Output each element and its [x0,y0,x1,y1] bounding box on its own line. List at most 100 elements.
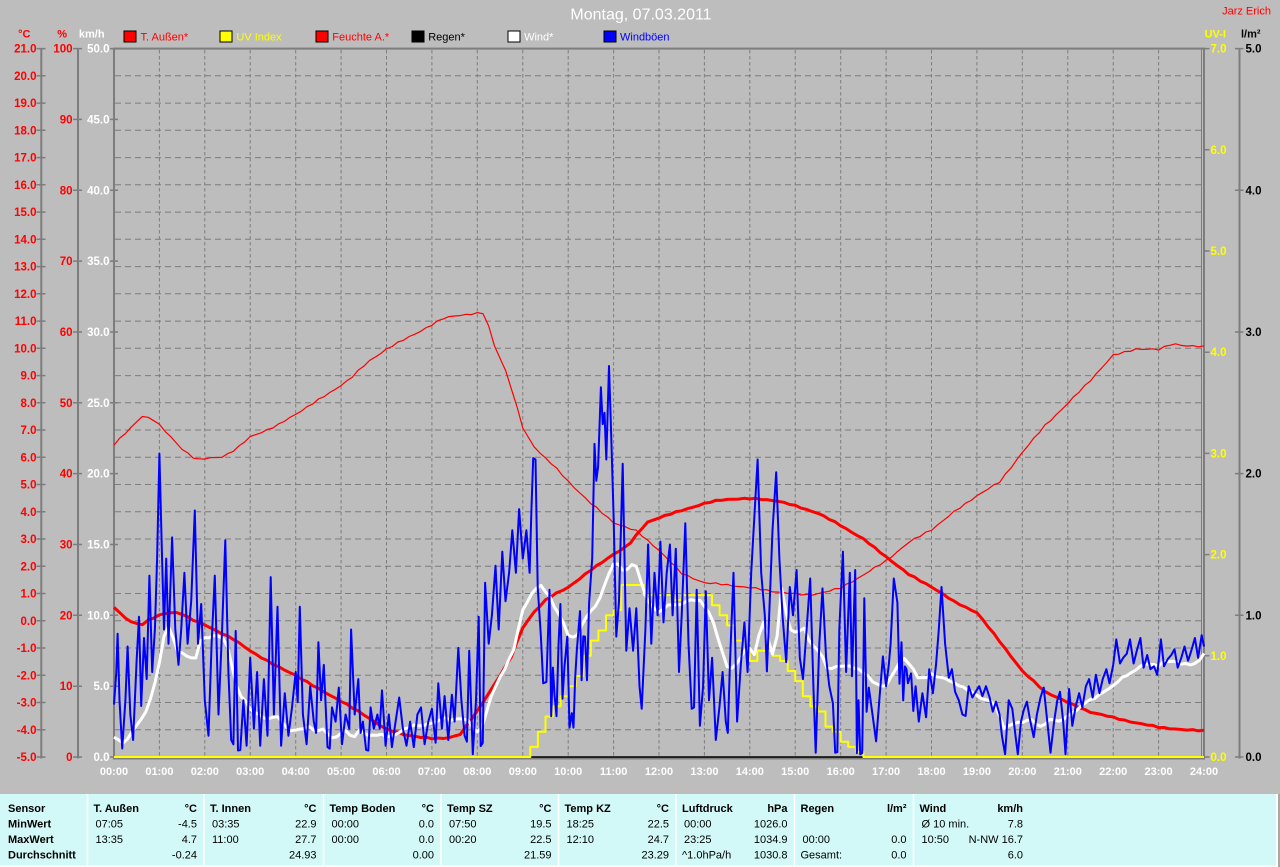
svg-text:00:00: 00:00 [332,834,360,846]
svg-text:0.0: 0.0 [419,819,434,831]
svg-text:14:00: 14:00 [736,766,764,778]
svg-text:km/h: km/h [79,29,105,41]
svg-text:4.0: 4.0 [1246,185,1262,197]
svg-text:5.0: 5.0 [94,681,110,693]
svg-text:hPa: hPa [767,803,788,815]
svg-text:03:35: 03:35 [212,819,240,831]
svg-text:7.0: 7.0 [21,425,37,437]
svg-text:3.0: 3.0 [1211,448,1227,460]
svg-text:Temp KZ: Temp KZ [565,803,612,815]
svg-text:23:00: 23:00 [1145,766,1173,778]
svg-text:°C: °C [304,803,316,815]
svg-text:°C: °C [539,803,551,815]
svg-text:14.0: 14.0 [14,234,36,246]
svg-text:Luftdruck: Luftdruck [682,803,734,815]
svg-text:19:00: 19:00 [963,766,991,778]
svg-text:Sensor: Sensor [8,803,46,815]
svg-text:12:10: 12:10 [567,834,595,846]
svg-text:10: 10 [60,681,73,693]
svg-text:22.5: 22.5 [648,819,669,831]
svg-text:T. Außen*: T. Außen* [141,32,189,44]
svg-text:15.0: 15.0 [87,540,109,552]
svg-text:Temp SZ: Temp SZ [447,803,493,815]
svg-text:00:20: 00:20 [449,834,477,846]
svg-text:4.7: 4.7 [182,834,197,846]
svg-text:0.00: 0.00 [413,850,434,862]
svg-text:17:00: 17:00 [872,766,900,778]
svg-text:11:00: 11:00 [212,834,239,846]
svg-text:2.0: 2.0 [1246,469,1262,481]
svg-text:19.0: 19.0 [14,98,36,110]
svg-text:20.0: 20.0 [14,71,36,83]
svg-text:°C: °C [422,803,434,815]
svg-text:5.0: 5.0 [1211,246,1227,258]
svg-text:9.0: 9.0 [21,371,37,383]
svg-text:23.29: 23.29 [641,850,669,862]
svg-text:0.0: 0.0 [94,752,110,764]
svg-text:Temp Boden: Temp Boden [330,803,396,815]
svg-text:07:50: 07:50 [449,819,477,831]
svg-text:11.0: 11.0 [15,316,37,328]
svg-text:11:00: 11:00 [600,766,628,778]
svg-text:5.0: 5.0 [21,480,37,492]
svg-text:Montag, 07.03.2011: Montag, 07.03.2011 [570,7,711,24]
svg-text:N-NW 16.7: N-NW 16.7 [969,834,1023,846]
svg-text:80: 80 [60,185,73,197]
svg-text:24.93: 24.93 [289,850,317,862]
svg-text:00:00: 00:00 [684,819,712,831]
svg-text:45.0: 45.0 [87,114,109,126]
svg-text:35.0: 35.0 [87,256,109,268]
svg-text:°C: °C [18,29,30,41]
svg-text:22.9: 22.9 [295,819,316,831]
svg-text:21.0: 21.0 [14,44,36,56]
svg-text:16.0: 16.0 [14,180,36,192]
svg-text:22.5: 22.5 [530,834,551,846]
svg-text:0: 0 [66,752,72,764]
svg-text:-0.24: -0.24 [172,850,197,862]
svg-text:7.8: 7.8 [1008,819,1023,831]
svg-text:Wind*: Wind* [524,32,554,44]
svg-text:1.0: 1.0 [1246,610,1262,622]
svg-text:°C: °C [657,803,669,815]
svg-text:70: 70 [60,256,73,268]
svg-text:Feuchte A.*: Feuchte A.* [332,32,390,44]
svg-text:09:00: 09:00 [509,766,537,778]
svg-text:30.0: 30.0 [87,327,109,339]
svg-text:8.0: 8.0 [21,398,37,410]
svg-text:Regen: Regen [801,803,835,815]
svg-text:25.0: 25.0 [87,398,109,410]
svg-text:6.0: 6.0 [21,452,37,464]
svg-text:6.0: 6.0 [1008,850,1023,862]
svg-text:^1.0hPa/h: ^1.0hPa/h [682,850,731,862]
svg-text:3.0: 3.0 [1246,327,1262,339]
svg-text:-1.0: -1.0 [17,643,37,655]
svg-text:15:00: 15:00 [781,766,809,778]
svg-text:07:05: 07:05 [96,819,124,831]
svg-text:23:25: 23:25 [684,834,712,846]
svg-text:00:00: 00:00 [100,766,128,778]
svg-text:24:00: 24:00 [1190,766,1218,778]
svg-text:1030.8: 1030.8 [754,850,788,862]
svg-text:4.0: 4.0 [1211,347,1227,359]
svg-text:04:00: 04:00 [282,766,310,778]
svg-text:1034.9: 1034.9 [754,834,788,846]
svg-text:0.0: 0.0 [419,834,434,846]
svg-text:l/m²: l/m² [887,803,907,815]
svg-text:1026.0: 1026.0 [754,819,788,831]
svg-text:7.0: 7.0 [1211,44,1227,56]
svg-text:17.0: 17.0 [14,153,36,165]
svg-text:3.0: 3.0 [21,534,37,546]
svg-text:Wind: Wind [920,803,947,815]
svg-text:0.0: 0.0 [891,850,906,862]
svg-text:-5.0: -5.0 [17,752,37,764]
svg-text:4.0: 4.0 [21,507,37,519]
svg-text:01:00: 01:00 [145,766,173,778]
svg-text:05:00: 05:00 [327,766,355,778]
svg-text:10.0: 10.0 [14,343,36,355]
svg-text:10.0: 10.0 [87,610,109,622]
svg-text:0.0: 0.0 [21,616,37,628]
svg-text:MinWert: MinWert [8,819,52,831]
svg-text:30: 30 [60,540,73,552]
svg-text:40: 40 [60,469,73,481]
svg-text:20:00: 20:00 [1008,766,1036,778]
